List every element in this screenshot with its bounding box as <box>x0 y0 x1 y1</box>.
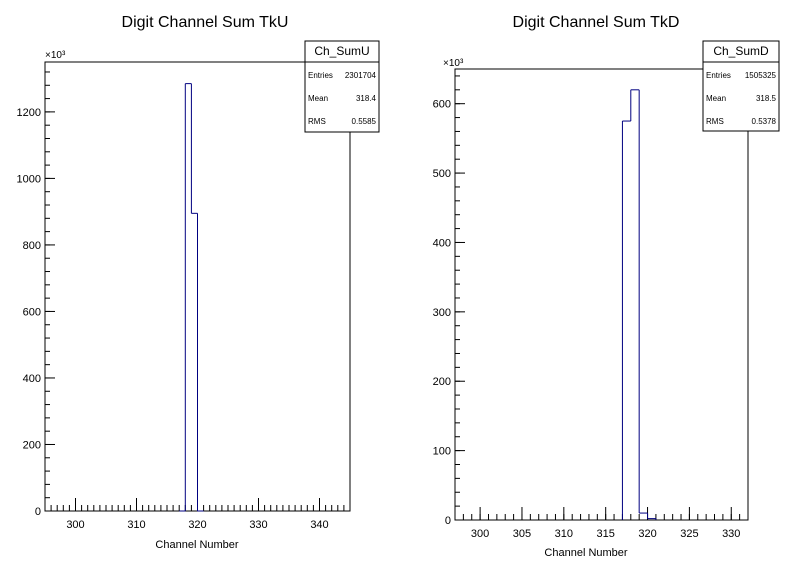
x-tick-label: 320 <box>638 528 656 540</box>
x-tick-label: 310 <box>127 519 145 531</box>
y-axis: 0 100 200 300 400 500 600 <box>433 75 465 527</box>
y-tick-label: 1200 <box>17 107 41 119</box>
stats-value-rms: 0.5378 <box>752 117 777 126</box>
x-axis-label: Channel Number <box>155 539 238 551</box>
chart-title: Digit Channel Sum TkD <box>513 14 680 31</box>
x-tick-label: 300 <box>471 528 489 540</box>
stats-box: Ch_SumU Entries 2301704 Mean 318.4 RMS 0… <box>304 40 380 133</box>
y-tick-label: 800 <box>23 240 41 252</box>
stats-label-rms: RMS <box>308 117 326 126</box>
stats-title: Ch_SumU <box>314 44 369 58</box>
stats-label-mean: Mean <box>308 94 328 103</box>
y-tick-label: 400 <box>23 373 41 385</box>
y-tick-label: 400 <box>433 237 451 249</box>
stats-box: Ch_SumD Entries 1505325 Mean 318.5 RMS 0… <box>702 40 780 132</box>
x-tick-label: 310 <box>555 528 573 540</box>
chart-panel-tkd: Digit Channel Sum TkD ×10³ 300 305 310 315 3… <box>433 14 780 559</box>
histogram <box>179 83 204 512</box>
x-tick-label: 315 <box>597 528 615 540</box>
x-axis: 300 305 310 315 320 325 330 <box>454 507 749 540</box>
y-tick-label: 500 <box>433 168 451 180</box>
y-tick-label: 0 <box>35 506 41 518</box>
y-tick-label: 600 <box>23 306 41 318</box>
x-tick-label: 325 <box>680 528 698 540</box>
stats-label-mean: Mean <box>706 94 726 103</box>
stats-value-rms: 0.5585 <box>352 117 377 126</box>
x-axis-label: Channel Number <box>544 547 627 559</box>
x-tick-label: 330 <box>722 528 740 540</box>
stats-value-mean: 318.5 <box>756 94 777 103</box>
y-tick-label: 200 <box>23 439 41 451</box>
y-tick-label: 1000 <box>17 173 41 185</box>
y-tick-label: 300 <box>433 307 451 319</box>
x-tick-label: 300 <box>66 519 84 531</box>
y-axis: 0 200 400 600 800 1000 1200 <box>17 71 55 518</box>
stats-value-mean: 318.4 <box>356 94 377 103</box>
y-tick-label: 100 <box>433 446 451 458</box>
chart-panel-tku: Digit Channel Sum TkU ×10³ 300 310 320 330 3… <box>17 14 380 551</box>
x-tick-label: 330 <box>249 519 267 531</box>
x-tick-label: 340 <box>310 519 328 531</box>
y-tick-label: 600 <box>433 99 451 111</box>
stats-value-entries: 2301704 <box>345 71 377 80</box>
stats-label-entries: Entries <box>706 71 731 80</box>
histogram <box>621 89 657 520</box>
stats-value-entries: 1505325 <box>745 71 777 80</box>
stats-label-rms: RMS <box>706 117 724 126</box>
y-multiplier: ×10³ <box>443 58 464 69</box>
chart-title: Digit Channel Sum TkU <box>122 14 289 31</box>
stats-label-entries: Entries <box>308 71 333 80</box>
y-multiplier: ×10³ <box>45 50 66 61</box>
stats-title: Ch_SumD <box>713 44 769 58</box>
y-tick-label: 200 <box>433 376 451 388</box>
plot-frame <box>454 68 749 521</box>
x-tick-label: 320 <box>188 519 206 531</box>
x-tick-label: 305 <box>513 528 531 540</box>
y-tick-label: 0 <box>445 515 451 527</box>
x-axis: 300 310 320 330 340 <box>44 498 351 531</box>
